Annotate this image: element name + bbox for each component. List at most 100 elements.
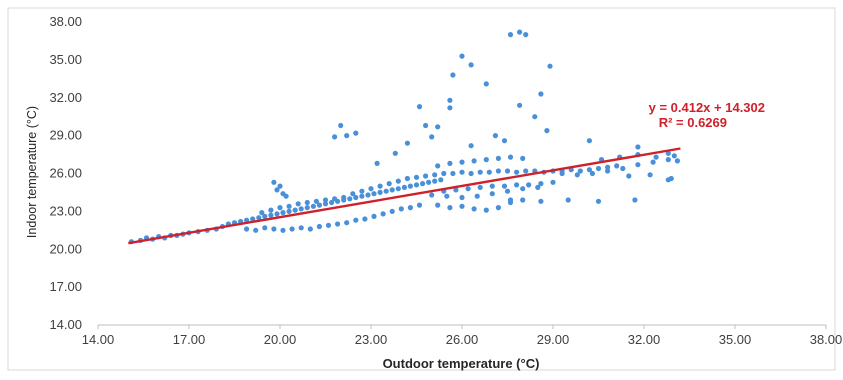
data-point — [517, 29, 523, 35]
data-point — [538, 181, 544, 187]
data-point — [595, 198, 602, 204]
data-point — [474, 193, 480, 199]
data-point — [517, 102, 523, 108]
data-point — [395, 186, 401, 192]
data-point — [547, 63, 553, 69]
data-point — [492, 133, 498, 139]
data-point — [450, 72, 456, 78]
data-point — [383, 188, 389, 194]
data-point — [392, 150, 398, 156]
data-point — [426, 179, 432, 185]
data-point — [286, 208, 292, 214]
x-tick-label: 26.00 — [446, 332, 479, 347]
data-point — [274, 211, 280, 217]
data-point — [416, 104, 423, 110]
data-point — [432, 172, 438, 178]
data-point — [632, 197, 638, 203]
data-point — [380, 211, 386, 217]
data-point — [359, 193, 365, 199]
data-point — [256, 215, 262, 221]
data-point — [310, 203, 316, 209]
data-point — [307, 226, 313, 232]
x-tick-label: 23.00 — [355, 332, 388, 347]
data-point — [344, 220, 350, 226]
data-point — [483, 157, 489, 163]
data-point — [338, 122, 344, 129]
data-point — [368, 186, 374, 192]
data-point — [365, 192, 371, 198]
data-point — [271, 226, 277, 232]
data-point — [322, 197, 329, 203]
data-point — [374, 160, 380, 166]
data-point — [501, 138, 508, 144]
data-point — [280, 227, 286, 233]
data-point — [635, 162, 641, 168]
data-point — [268, 212, 274, 218]
data-point — [507, 31, 514, 38]
data-point — [325, 222, 332, 228]
data-point — [416, 202, 423, 208]
data-point — [477, 169, 483, 175]
data-point — [538, 91, 544, 97]
data-point — [304, 199, 310, 206]
data-point — [377, 189, 383, 195]
data-point — [523, 168, 529, 174]
data-point — [559, 170, 565, 177]
data-point — [423, 122, 429, 129]
trendline-equation: y = 0.412x + 14.302 — [649, 100, 765, 115]
data-point — [471, 206, 477, 212]
data-point — [574, 172, 580, 178]
data-point — [395, 178, 401, 184]
data-point — [674, 158, 681, 164]
data-point — [298, 225, 304, 231]
data-point — [313, 198, 319, 204]
data-point — [586, 138, 593, 144]
y-tick-label: 29.00 — [49, 128, 82, 143]
data-point — [316, 202, 322, 208]
data-point — [283, 193, 289, 199]
chart-border — [7, 7, 836, 371]
data-point — [459, 53, 465, 59]
data-point — [441, 170, 447, 177]
y-tick-label: 17.00 — [49, 279, 82, 294]
y-tick-label: 32.00 — [49, 90, 82, 105]
y-axis-title: Indoor temperature (°C) — [25, 106, 39, 238]
data-point — [453, 187, 459, 193]
data-point — [471, 158, 477, 164]
data-point — [289, 226, 295, 232]
data-point — [671, 153, 677, 159]
y-tick-label: 38.00 — [49, 14, 82, 29]
data-point — [259, 210, 265, 216]
data-points — [128, 29, 681, 245]
data-point — [407, 183, 413, 189]
y-tick-label: 20.00 — [49, 241, 82, 256]
data-point — [389, 187, 395, 193]
x-tick-label: 17.00 — [173, 332, 206, 347]
data-point — [286, 203, 292, 209]
data-point — [520, 186, 526, 192]
data-point — [362, 216, 368, 222]
data-point — [347, 196, 353, 202]
data-point — [404, 175, 410, 182]
data-point — [447, 97, 453, 103]
data-point — [262, 213, 268, 219]
data-point — [514, 182, 520, 188]
data-point — [316, 223, 322, 230]
data-point — [459, 159, 465, 165]
data-point — [595, 165, 602, 172]
data-point — [665, 157, 671, 163]
data-point — [332, 134, 338, 140]
data-point — [444, 193, 450, 199]
data-point — [244, 226, 250, 232]
data-point — [535, 184, 541, 190]
trendline-r-squared: R² = 0.6269 — [659, 115, 727, 130]
data-point — [371, 191, 377, 197]
data-point — [435, 124, 441, 130]
data-point — [344, 133, 350, 139]
data-point — [295, 201, 301, 207]
data-point — [495, 155, 501, 161]
data-point — [489, 191, 495, 197]
data-point — [565, 197, 571, 203]
